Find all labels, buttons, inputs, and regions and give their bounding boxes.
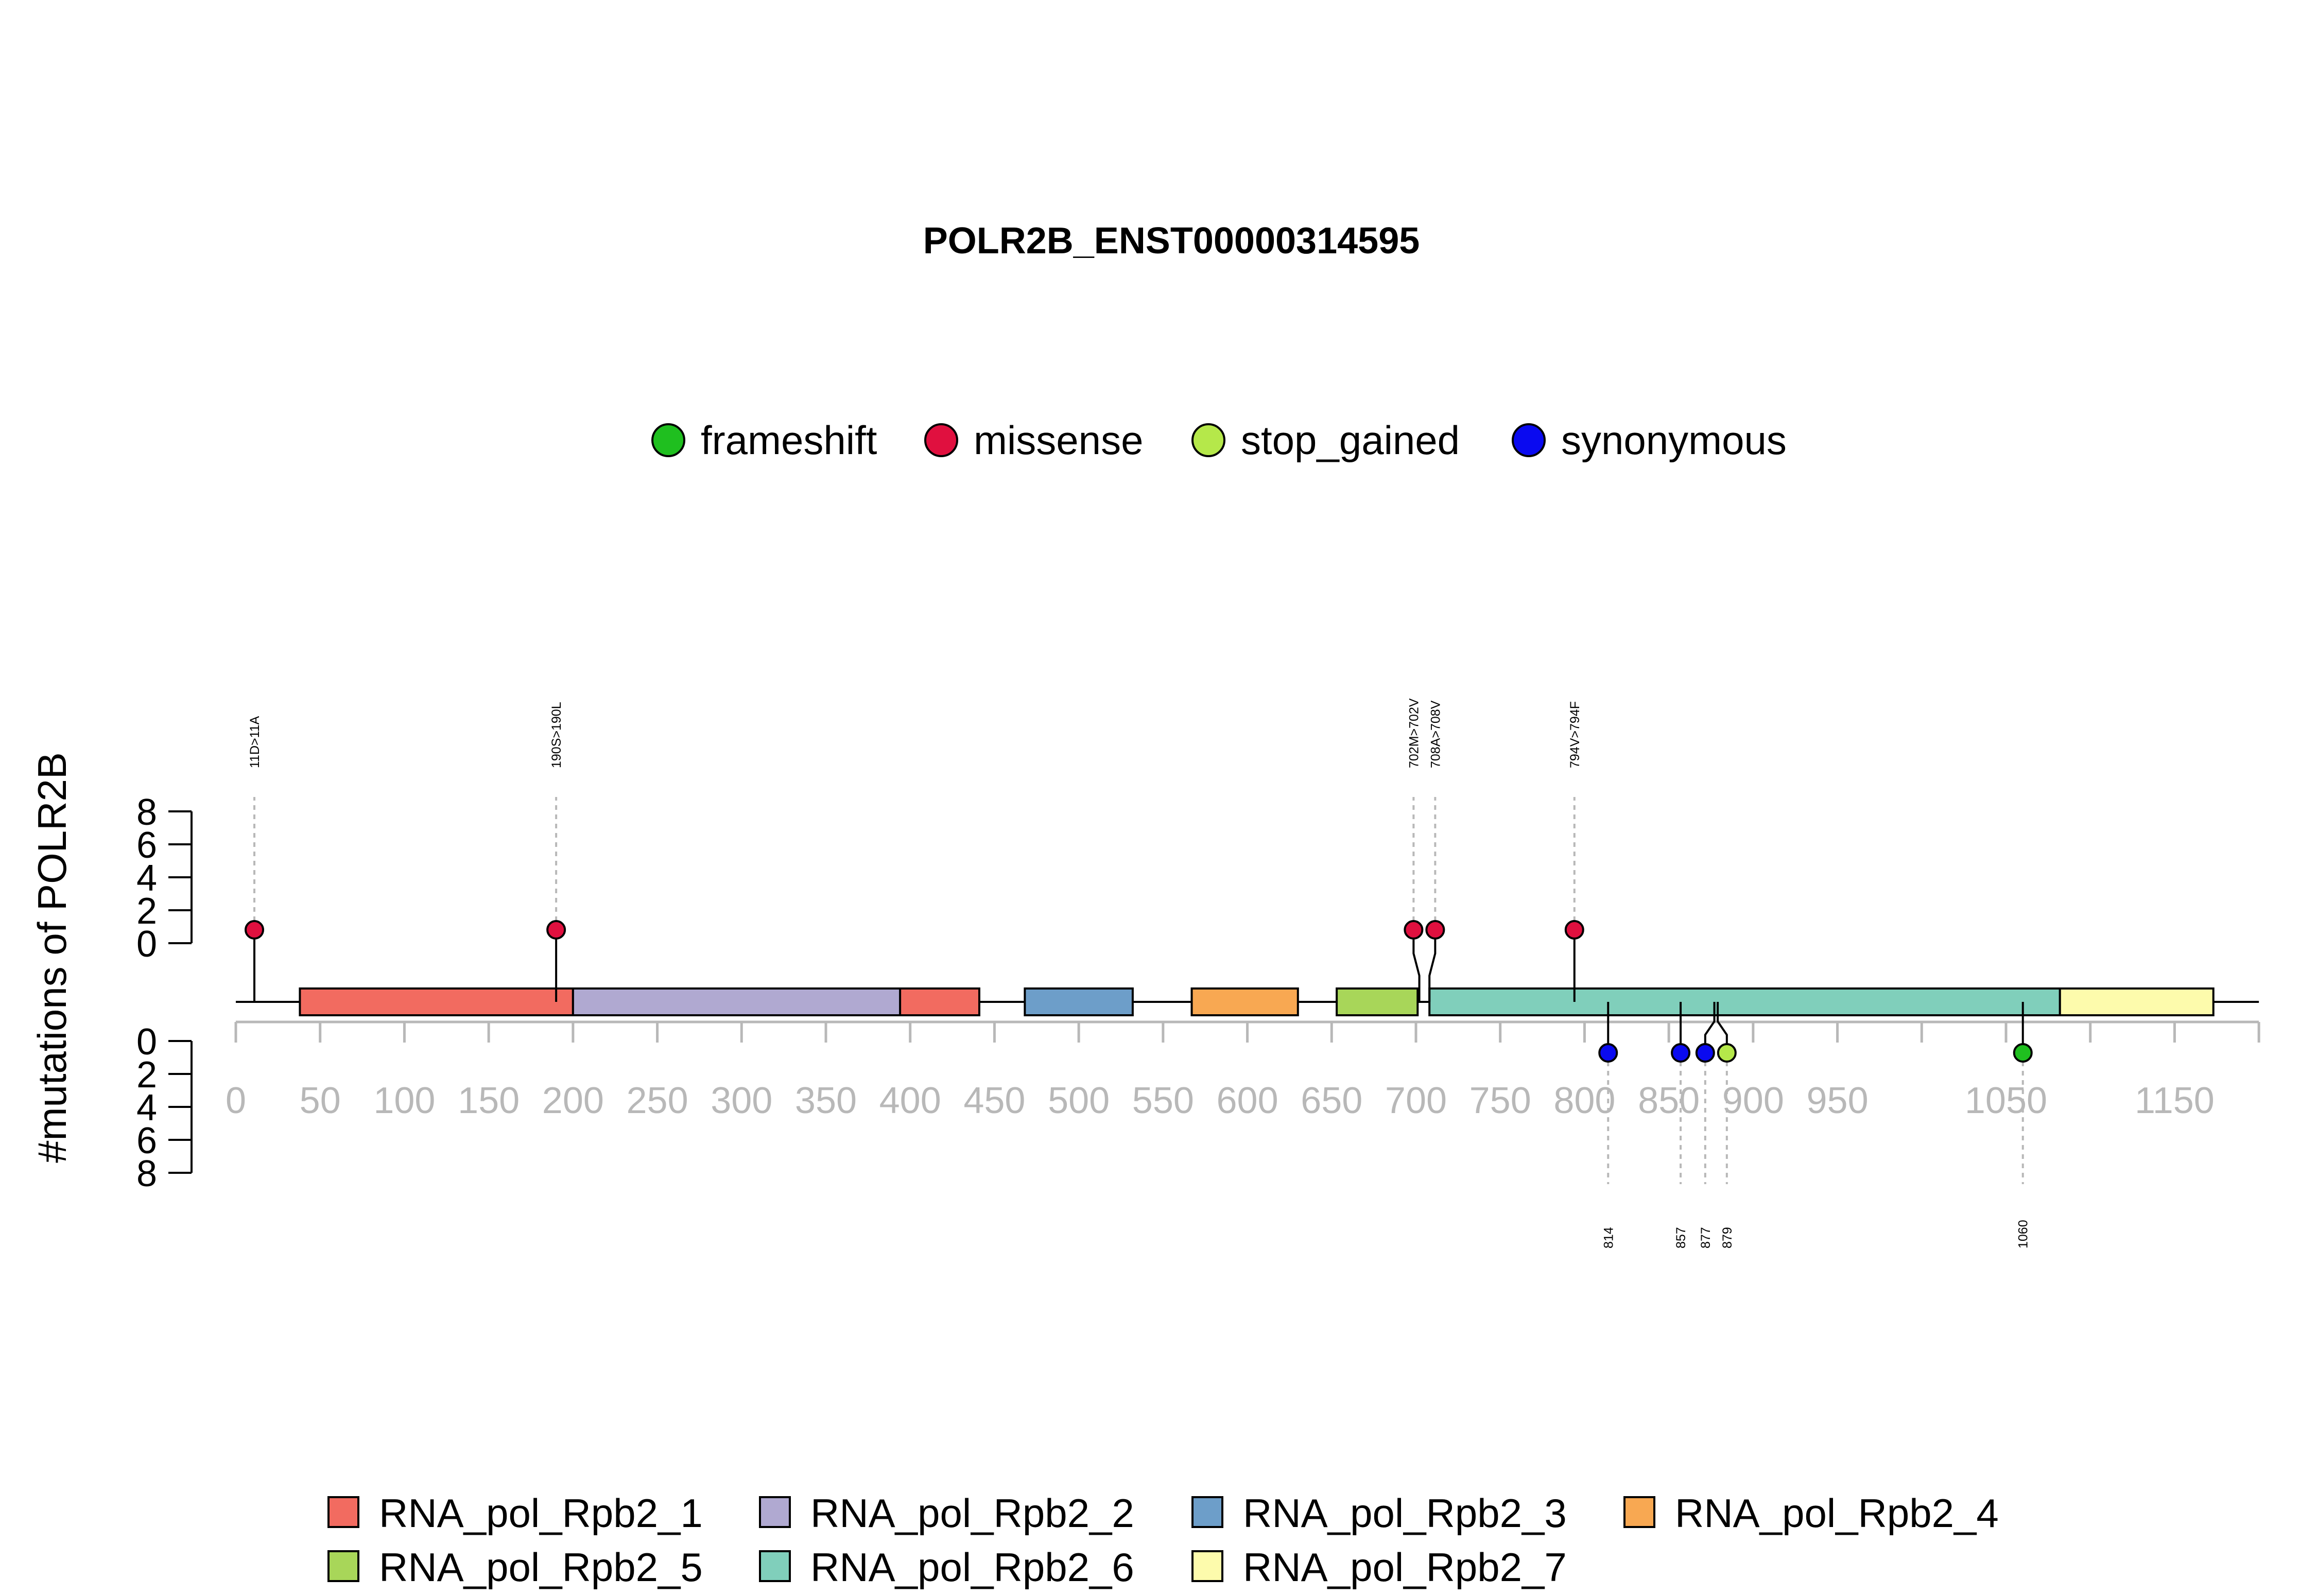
rna-pol-rpb2-6-legend-label: RNA_pol_Rpb2_6 [810, 1545, 1134, 1590]
rna-pol-rpb2-2-box [572, 987, 902, 1016]
x-tick-label: 200 [542, 1080, 604, 1121]
stop_gained-legend-label: stop_gained [1241, 418, 1460, 463]
x-tick-label: 450 [963, 1080, 1025, 1121]
missense-legend-dot [924, 423, 958, 457]
x-tick-label: 500 [1048, 1080, 1110, 1121]
bottom-y-tick-label: 8 [136, 1153, 157, 1194]
rna-pol-rpb2-2-legend-swatch [759, 1496, 791, 1528]
mutation-label: 857 [1674, 1227, 1688, 1248]
x-tick-label: 250 [626, 1080, 688, 1121]
rna-pol-rpb2-7-box [2059, 987, 2215, 1016]
missense-lollipop-head [245, 920, 265, 940]
rna-pol-rpb2-1-box [299, 987, 574, 1016]
missense-lollipop-head [546, 920, 566, 940]
mutation-type-legend: frameshift missense stop_gained synonymous [651, 418, 1787, 463]
rna-pol-rpb2-4-legend-label: RNA_pol_Rpb2_4 [1675, 1490, 1999, 1536]
frameshift-legend-label: frameshift [701, 418, 877, 463]
bottom-y-tick-label: 2 [136, 1054, 157, 1096]
rna-pol-rpb2-2-legend-label: RNA_pol_Rpb2_2 [810, 1490, 1134, 1536]
x-tick-label: 300 [711, 1080, 772, 1121]
stop_gained-legend-dot [1191, 423, 1225, 457]
top-y-tick-label: 2 [136, 891, 157, 932]
synonymous-legend-dot [1512, 423, 1546, 457]
x-tick-label: 350 [795, 1080, 857, 1121]
synonymous-lollipop-head [1671, 1043, 1691, 1063]
rna-pol-rpb2-4-legend-swatch [1623, 1496, 1655, 1528]
x-tick-label: 100 [373, 1080, 435, 1121]
bottom-y-tick-label: 6 [136, 1120, 157, 1161]
lollipop-stem [1412, 930, 1421, 1002]
rna-pol-rpb2-7-legend-label: RNA_pol_Rpb2_7 [1243, 1545, 1567, 1590]
missense-lollipop-head [1404, 920, 1424, 940]
top-y-tick-label: 6 [136, 825, 157, 866]
rna-pol-rpb2-5-legend-label: RNA_pol_Rpb2_5 [379, 1545, 703, 1590]
rna-pol-rpb2-7-legend-swatch [1191, 1550, 1223, 1582]
top-y-tick-label: 4 [136, 858, 157, 899]
rna-pol-rpb2-5-legend-swatch [327, 1550, 359, 1582]
top-y-tick-label: 8 [136, 792, 157, 833]
x-tick-label: 600 [1216, 1080, 1278, 1121]
x-tick-label: 550 [1132, 1080, 1194, 1121]
rna-pol-rpb2-3-legend-swatch [1191, 1496, 1223, 1528]
rna-pol-rpb2-1-legend-swatch [327, 1496, 359, 1528]
domain-legend: RNA_pol_Rpb2_1 RNA_pol_Rpb2_2 RNA_pol_Rpb2… [327, 1490, 1999, 1590]
x-tick-label: 850 [1638, 1080, 1700, 1121]
x-tick-label: 900 [1722, 1080, 1784, 1121]
x-tick-label: 1050 [1965, 1080, 2047, 1121]
missense-lollipop-head [1425, 920, 1445, 940]
synonymous-lollipop-head [1598, 1043, 1618, 1063]
stop_gained-lollipop-head [1717, 1043, 1737, 1063]
rna-pol-rpb2-3-legend-label: RNA_pol_Rpb2_3 [1243, 1490, 1567, 1536]
mutation-label: 708A>708V [1428, 700, 1443, 768]
mutation-label: 11D>11A [248, 716, 262, 768]
mutation-label: 877 [1699, 1227, 1713, 1248]
mutation-label: 702M>702V [1407, 698, 1421, 768]
domain-boxes [299, 987, 2215, 1016]
bottom-y-tick-label: 4 [136, 1087, 157, 1129]
synonymous-legend-label: synonymous [1561, 418, 1787, 463]
x-tick-label: 1150 [2135, 1080, 2215, 1121]
rna-pol-rpb2-1-legend-label: RNA_pol_Rpb2_1 [379, 1490, 703, 1536]
lollipop-stem [1428, 930, 1437, 1002]
frameshift-lollipop-head [2013, 1043, 2033, 1063]
x-tick-label: 750 [1469, 1080, 1531, 1121]
x-tick-label: 800 [1553, 1080, 1615, 1121]
rna-pol-rpb2-6-box [1428, 987, 2061, 1016]
mutation-label: 794V>794F [1568, 701, 1582, 768]
mutation-label: 814 [1601, 1227, 1616, 1248]
chart-title: POLR2B_ENST00000314595 [923, 220, 1420, 262]
x-tick-label: 50 [300, 1080, 341, 1121]
frameshift-legend-dot [651, 423, 685, 457]
mutation-label: 1060 [2016, 1220, 2031, 1248]
rna-pol-rpb2-5-box [1336, 987, 1419, 1016]
x-tick-label: 0 [226, 1080, 246, 1121]
missense-legend-label: missense [974, 418, 1143, 463]
mutation-lollipops: 11D>11A 190S>190L 702M>702V 708A>708V 794V>7… [245, 698, 2033, 1248]
mutation-label: 190S>190L [549, 702, 564, 768]
bottom-y-tick-label: 0 [136, 1021, 157, 1063]
x-tick-label: 400 [879, 1080, 941, 1121]
rna-pol-rpb2-1-box [899, 987, 980, 1016]
rna-pol-rpb2-4-box [1190, 987, 1299, 1016]
top-y-tick-label: 0 [136, 924, 157, 965]
x-tick-label: 150 [458, 1080, 520, 1121]
x-tick-label: 950 [1806, 1080, 1868, 1121]
rna-pol-rpb2-3-box [1024, 987, 1134, 1016]
rna-pol-rpb2-6-legend-swatch [759, 1550, 791, 1582]
x-tick-label: 650 [1301, 1080, 1362, 1121]
y-axis-label: #mutations of POLR2B [29, 752, 75, 1163]
missense-lollipop-head [1564, 920, 1584, 940]
synonymous-lollipop-head [1695, 1043, 1715, 1063]
x-tick-label: 700 [1385, 1080, 1447, 1121]
mutation-label: 879 [1720, 1227, 1735, 1248]
